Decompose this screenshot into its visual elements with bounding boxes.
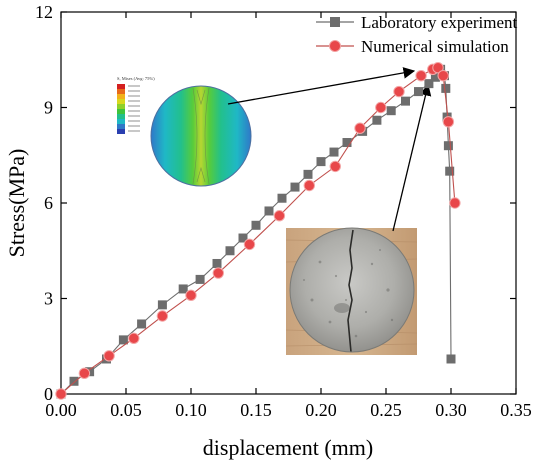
x-tick-label: 0.10: [175, 400, 207, 420]
data-point-square: [277, 193, 287, 203]
x-axis-ticks: 0.00 0.05 0.10 0.15 0.20 0.25 0.30 0.35: [45, 12, 532, 420]
data-point-square: [424, 79, 434, 89]
x-tick-label: 0.15: [240, 400, 272, 420]
data-point-square: [443, 141, 453, 151]
data-point-square: [414, 87, 423, 97]
data-point-circle: [156, 310, 169, 322]
data-point-circle: [415, 69, 427, 82]
legend: Laboratory experiment Numerical simulati…: [316, 13, 518, 56]
y-tick-label: 6: [44, 193, 53, 213]
data-point-square: [445, 166, 455, 176]
x-tick-label: 0.30: [435, 400, 467, 420]
data-point-circle: [393, 85, 405, 98]
specimen-photo-inset: [285, 227, 418, 355]
data-point-square: [264, 206, 274, 216]
legend-label-laboratory: Laboratory experiment: [361, 13, 518, 32]
data-point-square: [118, 335, 128, 345]
x-tick-label: 0.25: [370, 400, 402, 420]
y-axis-title: Stress(MPa): [4, 149, 29, 258]
photo-pointer-arrow: [392, 83, 432, 232]
data-point-square: [212, 258, 222, 268]
data-point-circle: [185, 289, 197, 302]
data-point-square: [251, 220, 261, 230]
fracture-line: [347, 229, 354, 353]
data-point-circle: [442, 116, 455, 128]
data-point-square: [178, 284, 188, 294]
data-point-circle: [432, 62, 444, 74]
data-point-square: [69, 376, 79, 386]
data-point-circle: [354, 122, 366, 134]
data-point-circle: [329, 160, 341, 173]
series-layer: [55, 62, 461, 400]
data-point-square: [238, 233, 248, 243]
y-tick-label: 0: [44, 384, 53, 404]
legend-marker-circle: [329, 40, 341, 52]
x-tick-label: 0.20: [305, 400, 337, 420]
x-tick-label: 0.00: [45, 400, 77, 420]
data-point-square: [137, 319, 147, 329]
data-point-circle: [243, 238, 256, 251]
data-point-square: [329, 147, 339, 157]
contour-pointer-arrow: [227, 67, 416, 105]
data-point-square: [372, 115, 382, 125]
data-point-square: [195, 274, 205, 284]
data-point-circle: [78, 367, 91, 380]
data-point-square: [441, 83, 451, 93]
data-point-circle: [212, 267, 225, 279]
data-point-square: [446, 354, 456, 364]
x-axis-title: displacement (mm): [203, 435, 373, 460]
legend-item-laboratory: Laboratory experiment: [316, 13, 518, 32]
data-point-square: [157, 300, 167, 310]
series-numerical: [55, 62, 461, 400]
data-point-circle: [449, 197, 461, 209]
y-tick-label: 3: [44, 289, 53, 309]
data-point-circle: [303, 179, 315, 192]
rock-specimen: [290, 228, 414, 352]
data-point-square: [430, 72, 440, 82]
contour-colorbar: S, Mises (Avg: 75%): [117, 76, 155, 134]
legend-item-numerical: Numerical simulation: [316, 37, 509, 56]
data-point-circle: [55, 388, 67, 400]
data-point-circle: [273, 210, 286, 222]
data-point-square: [303, 169, 313, 179]
legend-marker-square: [330, 17, 340, 27]
data-point-circle: [103, 350, 115, 362]
simulation-contour-inset: S, Mises (Avg: 75%): [117, 76, 252, 187]
contour-colorbar-title: S, Mises (Avg: 75%): [117, 76, 155, 82]
y-axis-ticks: 0 3 6 9 12: [35, 2, 516, 404]
contour-disc: [151, 86, 251, 186]
data-point-square: [225, 246, 235, 256]
data-point-circle: [375, 101, 387, 114]
data-point-square: [342, 138, 352, 148]
data-point-circle: [437, 69, 449, 82]
x-tick-label: 0.35: [500, 400, 532, 420]
x-tick-label: 0.05: [110, 400, 142, 420]
data-point-circle: [128, 332, 140, 344]
y-tick-label: 9: [44, 98, 53, 118]
data-point-square: [290, 182, 300, 192]
data-point-square: [401, 96, 410, 106]
legend-label-numerical: Numerical simulation: [361, 37, 509, 56]
data-point-square: [386, 106, 396, 116]
y-tick-label: 12: [35, 2, 53, 22]
data-point-square: [316, 157, 326, 167]
